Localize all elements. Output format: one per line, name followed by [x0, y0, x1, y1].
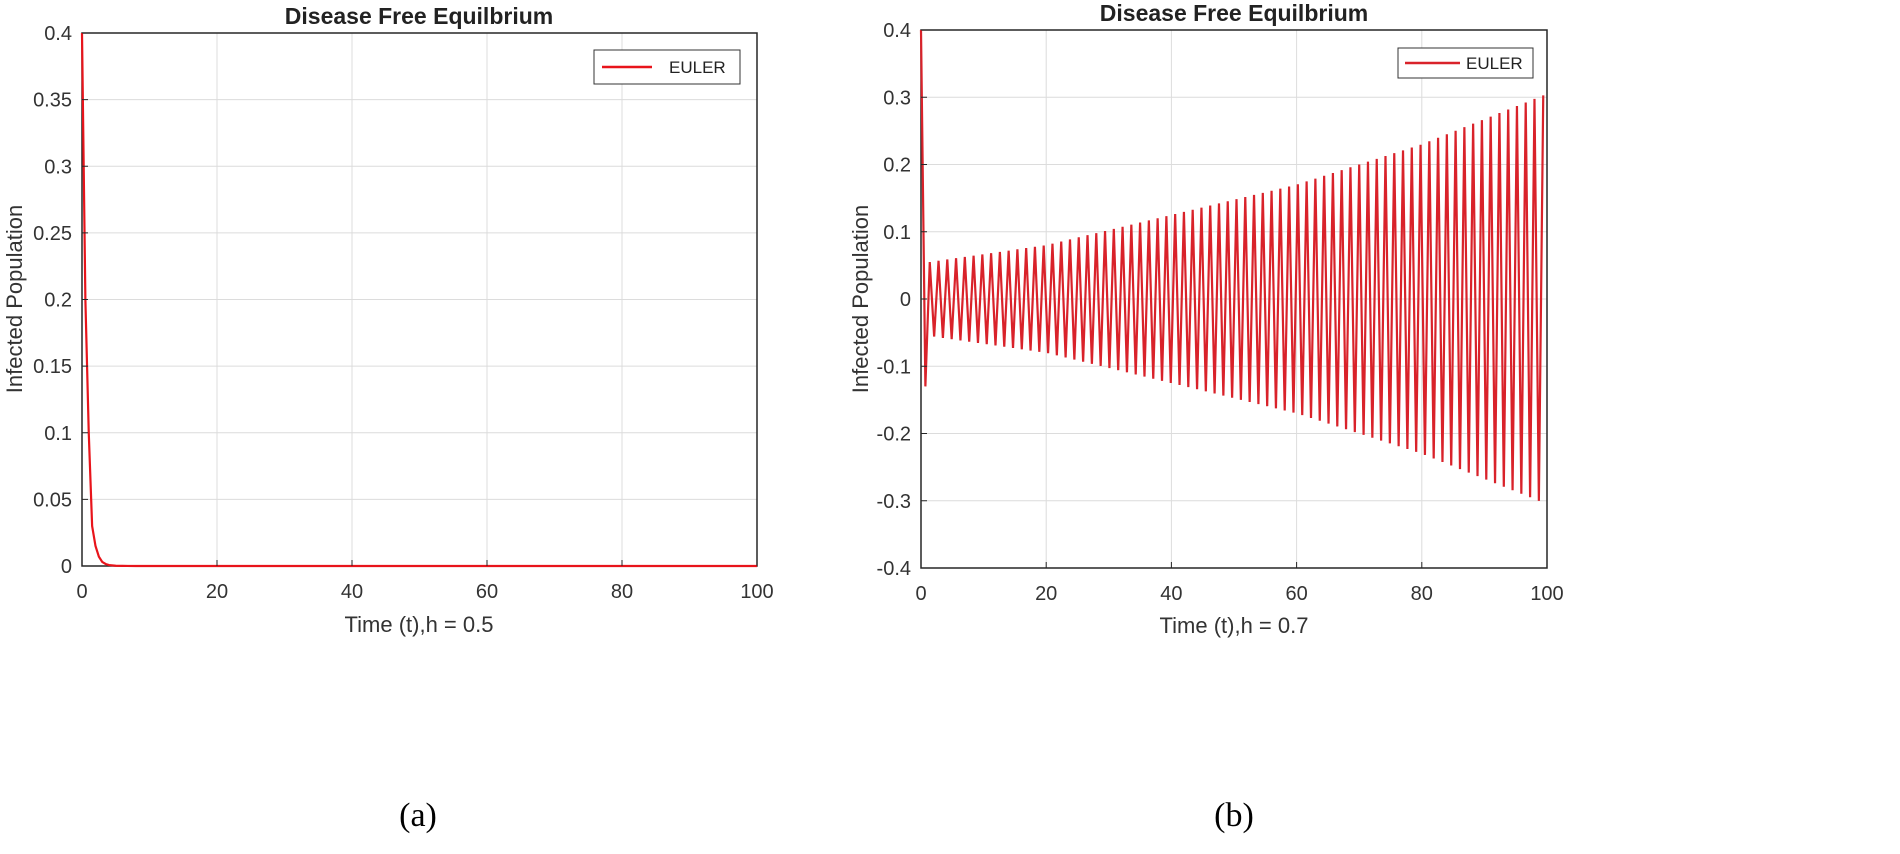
legend-b: EULER: [1397, 47, 1534, 79]
x-tick-label: 40: [341, 581, 363, 603]
x-axis-label-b: Time (t),h = 0.7: [1160, 613, 1309, 638]
x-tick-label: 20: [1035, 583, 1057, 605]
legend-label-a: EULER: [669, 58, 726, 77]
x-tick-label: 0: [76, 581, 87, 603]
y-tick-label: 0.2: [883, 155, 911, 177]
y-tick-label: 0.25: [33, 223, 72, 245]
series-euler-line: [80, 32, 757, 568]
series-line-b: [919, 29, 1545, 501]
y-tick-label: 0.3: [883, 87, 911, 109]
y-tick-label: 0: [61, 556, 72, 578]
chart-title-b: Disease Free Equilbrium: [1100, 0, 1368, 26]
x-tick-label: 40: [1160, 583, 1182, 605]
x-ticks-a: 0 20 40 60 80 100: [76, 560, 774, 603]
x-tick-label: 80: [611, 581, 633, 603]
y-tick-label: -0.1: [877, 356, 911, 378]
y-ticks-b: -0.4 -0.3 -0.2 -0.1 0 0.1 0.2 0.3 0.4: [877, 20, 927, 580]
y-tick-label: -0.2: [877, 424, 911, 446]
x-tick-label: 80: [1411, 583, 1433, 605]
x-tick-label: 100: [1530, 583, 1563, 605]
x-tick-label: 60: [1285, 583, 1307, 605]
y-tick-label: -0.3: [877, 491, 911, 513]
chart-title-a: Disease Free Equilbrium: [285, 3, 553, 29]
panel-label-b: (b): [1214, 797, 1254, 834]
y-tick-label: 0.4: [883, 20, 911, 42]
grid-a: [82, 33, 757, 566]
x-tick-label: 100: [740, 581, 773, 603]
panel-label-a: (a): [399, 797, 437, 834]
y-axis-label-b: Infected Population: [848, 205, 873, 393]
legend-a: EULER: [593, 49, 741, 85]
chart-panel-a: 0 20 40 60 80 100 00.050.10.150.20.250.30.350…: [2, 3, 774, 834]
y-tick-label: 0.1: [44, 423, 72, 445]
chart-panel-b: 0 20 40 60 80 100 -0.4 -0.3 -0.2 -0.1 0 0.1 0.2 0.3 0…: [848, 0, 1564, 834]
y-tick-label: -0.4: [877, 558, 911, 580]
y-tick-label: 0.15: [33, 356, 72, 378]
x-tick-label: 0: [915, 583, 926, 605]
series-line-a: [80, 32, 757, 568]
x-tick-label: 60: [476, 581, 498, 603]
legend-label-b: EULER: [1466, 54, 1523, 73]
y-tick-label: 0: [900, 289, 911, 311]
y-tick-label: 0.05: [33, 489, 72, 511]
y-tick-label: 0.2: [44, 290, 72, 312]
x-axis-label-a: Time (t),h = 0.5: [345, 612, 494, 637]
x-ticks-b: 0 20 40 60 80 100: [915, 562, 1564, 605]
y-ticks-a: 0 0.05 0.1 0.15 0.2 0.25 0.3 0.35 0.4: [33, 23, 88, 578]
y-tick-label: 0.3: [44, 156, 72, 178]
y-tick-label: 0.4: [44, 23, 72, 45]
y-tick-label: 0.1: [883, 222, 911, 244]
y-tick-label: 0.35: [33, 90, 72, 112]
x-tick-label: 20: [206, 581, 228, 603]
series-euler-line: [919, 29, 1545, 501]
y-axis-label-a: Infected Population: [2, 205, 27, 393]
